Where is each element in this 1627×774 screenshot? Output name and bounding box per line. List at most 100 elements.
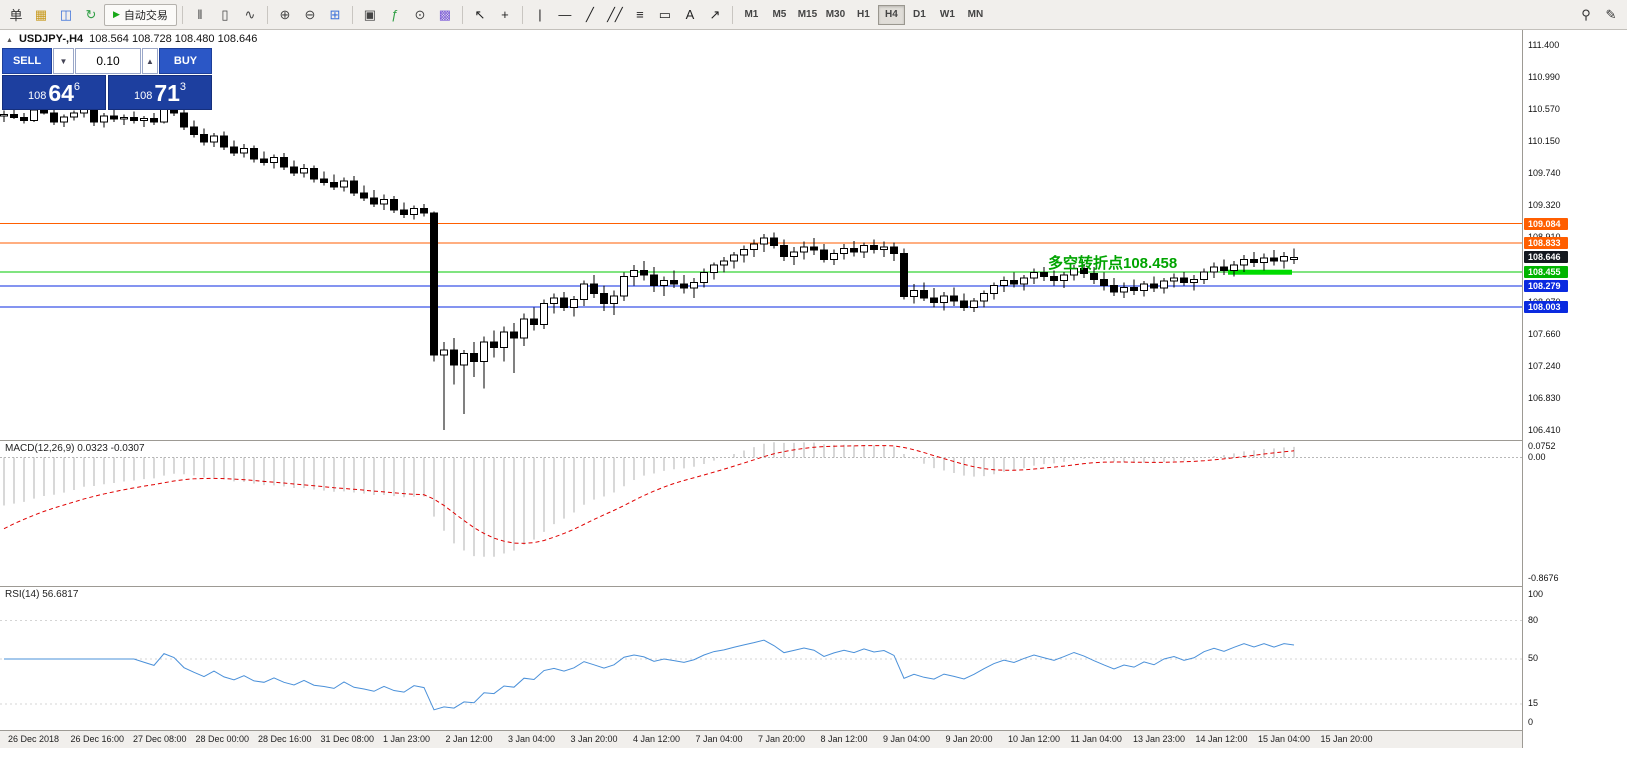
price-grid-label: 109.740 (1528, 168, 1561, 179)
fibonacci-tool-icon[interactable]: ≡ (636, 7, 644, 22)
macd-axis-label: 0.0752 (1528, 441, 1556, 451)
rsi-panel[interactable]: RSI(14) 56.6817 (0, 586, 1522, 730)
level-price-tag: 109.084 (1524, 217, 1568, 230)
arrow-tool-icon[interactable]: ↗ (709, 6, 721, 22)
channel-tool-icon[interactable]: ╱╱ (607, 6, 623, 22)
line-chart-icon[interactable]: ∿ (244, 6, 256, 22)
price-grid-label: 106.410 (1528, 425, 1561, 435)
crosshair-icon[interactable]: + (501, 7, 509, 22)
timeframe-m5[interactable]: M5 (772, 9, 787, 20)
vertical-line-tool-icon[interactable]: | (538, 7, 542, 22)
one-click-trading-panel: SELL ▼ ▲ BUY 108 64 6 108 (2, 48, 212, 110)
rsi-axis-label: 100 (1528, 589, 1544, 599)
timeframe-m1[interactable]: M1 (744, 9, 759, 20)
timeframe-m15[interactable]: M15 (797, 9, 818, 20)
time-axis-label: 11 Jan 04:00 (1070, 734, 1122, 744)
level-price-tag: 108.455 (1524, 266, 1568, 279)
shapes-tool-icon[interactable]: ▭ (658, 6, 672, 22)
zoom-icon[interactable]: ⚲ (1581, 6, 1591, 22)
edit-icon[interactable]: ✎ (1605, 6, 1617, 22)
timeframe-m30[interactable]: M30 (825, 9, 846, 20)
profiles-icon[interactable]: ◫ (59, 6, 73, 22)
time-axis-label: 7 Jan 20:00 (758, 734, 806, 744)
price-grid-label: 107.660 (1528, 328, 1561, 339)
cursor-icon[interactable]: ↖ (474, 6, 486, 22)
autotrading-button[interactable]: ▶ 自动交易 (104, 3, 177, 26)
horizontal-line-tool-icon[interactable]: — (558, 7, 572, 22)
timeframe-w1[interactable]: W1 (939, 9, 955, 20)
time-axis-label: 9 Jan 20:00 (945, 734, 993, 744)
rsi-axis-label: 50 (1528, 653, 1539, 663)
rsi-axis-label: 15 (1528, 697, 1539, 708)
buy-button[interactable]: BUY (159, 48, 212, 74)
timeframe-mn[interactable]: MN (967, 9, 984, 20)
candlestick-chart-icon[interactable]: ▯ (221, 6, 229, 22)
price-grid-label: 109.320 (1528, 200, 1561, 211)
level-price-tag: 108.279 (1524, 279, 1568, 292)
refresh-icon[interactable]: ↻ (85, 6, 97, 22)
price-chart-panel[interactable]: ▲ USDJPY-,H4 108.564 108.728 108.480 108… (0, 30, 1522, 440)
timeframe-d1[interactable]: D1 (913, 9, 926, 20)
sell-price-box[interactable]: 108 64 6 (2, 75, 106, 110)
volume-dropdown-button[interactable]: ▼ (53, 48, 74, 74)
timeframe-h1[interactable]: H1 (857, 9, 870, 20)
toolbar-separator (266, 5, 268, 24)
price-grid-label: 111.400 (1528, 40, 1560, 50)
sell-button[interactable]: SELL (2, 48, 52, 74)
new-order-icon[interactable]: 单 (9, 8, 23, 23)
price-grid-label: 107.240 (1528, 360, 1561, 371)
time-axis-label: 13 Jan 23:00 (1133, 734, 1186, 744)
zoom-in-icon[interactable]: ⊕ (279, 6, 291, 22)
rsi-axis-label: 0 (1528, 717, 1534, 727)
indicators-icon[interactable]: ƒ (391, 7, 399, 22)
time-axis-label: 15 Jan 04:00 (1258, 734, 1311, 744)
toolbar-separator (181, 5, 183, 24)
toolbar-separator (351, 5, 353, 24)
macd-panel[interactable]: MACD(12,26,9) 0.0323 -0.0307 (0, 440, 1522, 586)
time-axis-label: 7 Jan 04:00 (695, 734, 743, 744)
level-price-tag: 108.833 (1524, 237, 1568, 250)
trade-panel-controls: SELL ▼ ▲ BUY (2, 48, 212, 74)
timeframe-h4[interactable]: H4 (877, 4, 905, 25)
volume-step-up-button[interactable]: ▲ (142, 48, 158, 74)
buy-price-sup: 3 (179, 81, 187, 93)
trendline-tool-icon[interactable]: ╱ (586, 6, 594, 22)
volume-input[interactable] (75, 48, 141, 74)
chart-window-icon[interactable]: ▦ (34, 6, 48, 22)
bar-chart-icon[interactable]: ‖ (197, 7, 203, 22)
price-axis[interactable]: 111.400 110.990 110.570 110.150 109.740 109.3… (1522, 30, 1627, 748)
time-axis-label: 3 Jan 04:00 (508, 734, 556, 744)
price-grid-label: 106.830 (1528, 392, 1561, 403)
level-price-tag: 108.003 (1524, 301, 1568, 314)
current-price-tag: 108.646 (1524, 251, 1568, 264)
time-axis-label: 3 Jan 20:00 (570, 734, 618, 744)
chart-workspace: ▲ USDJPY-,H4 108.564 108.728 108.480 108… (0, 30, 1627, 748)
price-grid-label: 110.570 (1528, 104, 1560, 115)
grid-icon[interactable]: ⊞ (329, 6, 341, 22)
chevron-up-icon: ▲ (146, 56, 154, 66)
text-tool-icon[interactable]: A (685, 7, 695, 22)
time-axis-label: 26 Dec 16:00 (70, 734, 125, 744)
rsi-axis-label: 80 (1528, 614, 1539, 625)
rsi-chart[interactable] (0, 587, 1522, 731)
tile-windows-icon[interactable]: ▣ (363, 6, 377, 22)
time-axis-label: 8 Jan 12:00 (820, 734, 868, 744)
macd-axis-label: -0.8676 (1528, 573, 1559, 583)
time-axis[interactable]: 26 Dec 2018 26 Dec 16:00 27 Dec 08:00 28 De… (0, 730, 1522, 748)
price-grid-label: 110.990 (1528, 71, 1560, 82)
time-axis-label: 28 Dec 00:00 (195, 734, 250, 744)
time-axis-label: 14 Jan 12:00 (1195, 734, 1248, 744)
macd-axis-label: 0.00 (1528, 451, 1546, 462)
buy-price-box[interactable]: 108 71 3 (108, 75, 212, 110)
buy-price-big: 71 (154, 80, 180, 106)
candlestick-chart[interactable] (0, 30, 1522, 440)
toolbar-separator (461, 5, 463, 24)
macd-chart[interactable] (0, 441, 1522, 587)
time-axis-label: 26 Dec 2018 (8, 734, 60, 744)
templates-icon[interactable]: ▩ (438, 6, 452, 22)
time-axis-label: 9 Jan 04:00 (883, 734, 931, 744)
chevron-down-icon: ▼ (59, 56, 68, 66)
periods-icon[interactable]: ⊙ (414, 6, 426, 22)
buy-price-base: 108 (133, 90, 153, 102)
zoom-out-icon[interactable]: ⊖ (304, 6, 316, 22)
